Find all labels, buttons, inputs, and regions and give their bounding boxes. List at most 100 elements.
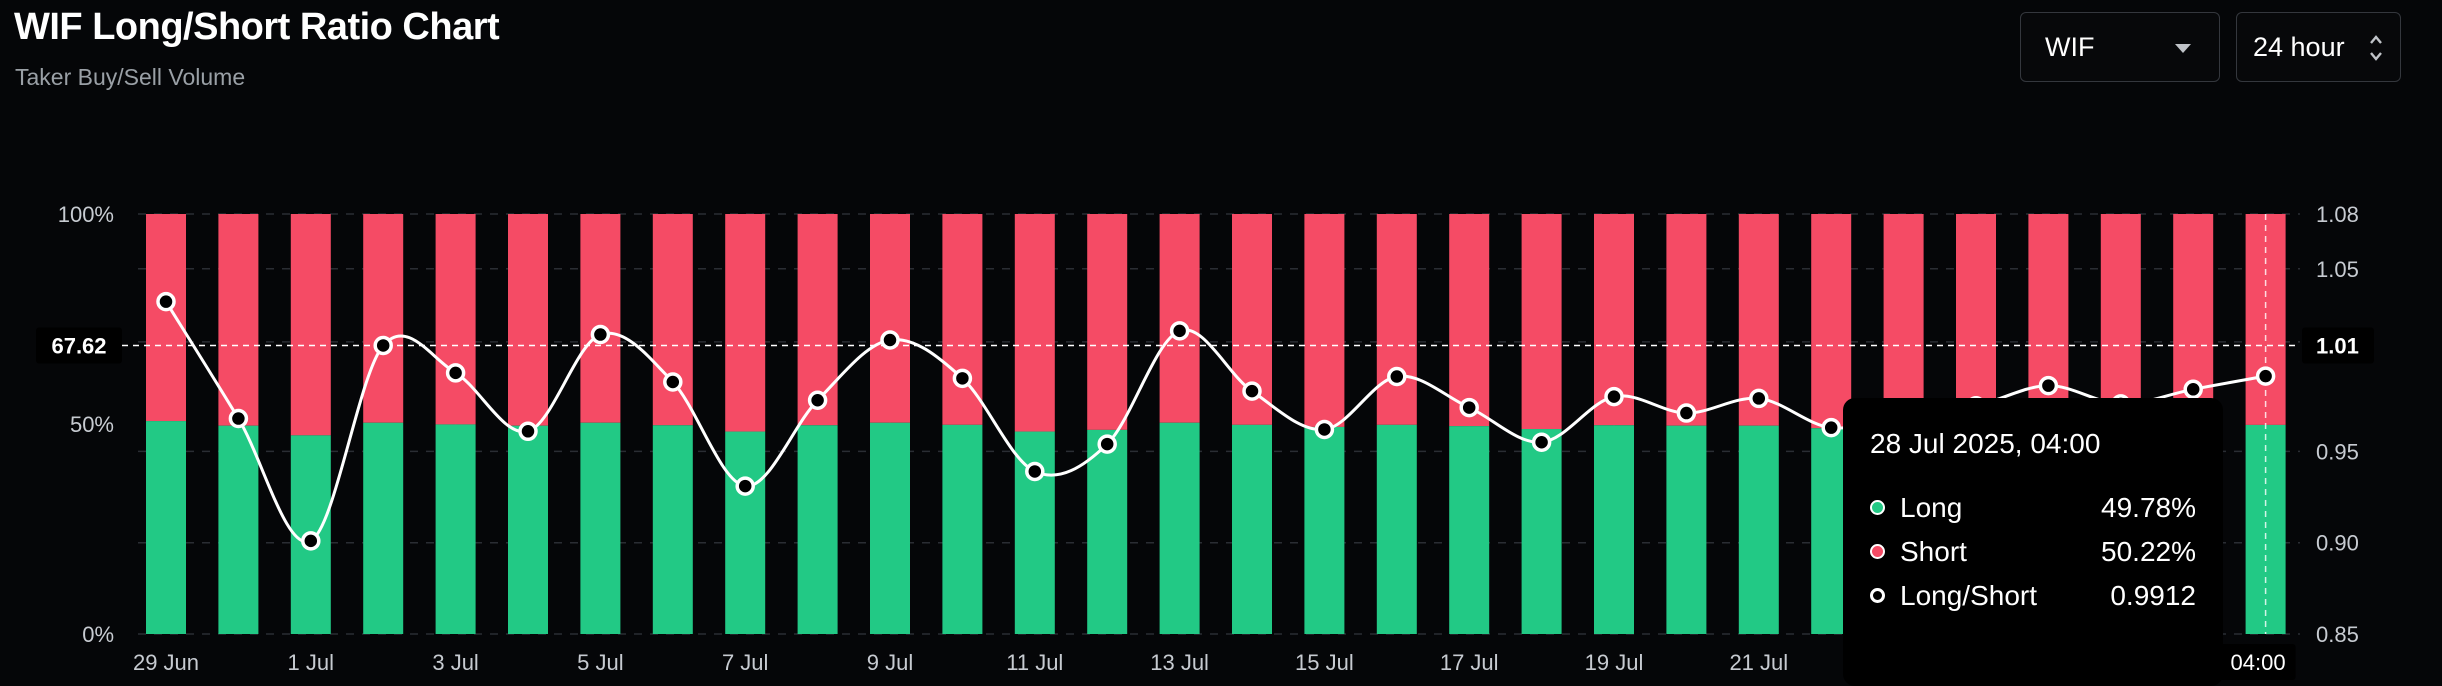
short-bar [363,214,404,423]
long-bar [1304,426,1345,634]
long-bar [725,431,766,634]
ratio-point [373,335,393,356]
x-tick-label: 19 Jul [1585,650,1644,675]
tooltip-short-label: Short [1900,536,1967,567]
short-bar [290,214,331,436]
y-left-tick-label: 0% [82,622,114,647]
ref-left-label: 67.62 [51,333,106,358]
y-right-tick-label: 0.85 [2316,622,2359,647]
coin-select-value: WIF [2045,31,2095,62]
long-bar [1666,425,1707,634]
short-bar [580,214,621,423]
long-bar [1376,424,1417,634]
long-bar [218,425,259,634]
ratio-point [1025,461,1045,482]
long-bar [1594,425,1634,634]
ratio-point [301,531,321,551]
short-bar [1666,214,1707,426]
x-tick-label: 3 Jul [432,650,478,675]
up-down-chevron-icon [2370,35,2382,61]
short-bar [435,214,476,425]
tooltip: 28 Jul 2025, 04:00 Long 49.78% Short 50.… [1843,398,2223,686]
bars [146,214,2286,634]
ratio-point [590,324,611,345]
y-right-tick-label: 0.95 [2316,439,2359,464]
ratio-point [880,330,900,350]
short-bar [1376,214,1417,425]
y-left-tick-label: 50% [70,412,114,437]
ratio-point [1821,417,1841,438]
long-bar [1738,425,1779,634]
short-dot-icon [1870,544,1885,559]
chart-title: WIF Long/Short Ratio Chart [14,6,500,48]
long-bar [797,425,838,634]
long-dot-icon [1870,500,1885,515]
ratio-point [1097,434,1117,454]
tooltip-row-ratio: Long/Short 0.9912 [1870,580,2196,616]
short-bar [1883,214,1924,426]
ref-right-label: 1.01 [2316,333,2359,358]
long-bar [870,422,910,634]
ratio-point [1604,386,1624,407]
ratio-point [807,390,828,411]
long-bar [580,422,621,634]
ratio-point [228,408,249,429]
ratio-point [2255,366,2276,386]
short-bar [797,214,838,426]
tooltip-ratio-value: 0.9912 [2110,580,2196,611]
long-bar [1087,429,1128,634]
tooltip-long-value: 49.78% [2101,492,2196,523]
short-bar [1956,214,1996,426]
ratio-point [2183,379,2203,400]
short-bar [725,214,766,432]
long-bar [942,424,983,634]
ratio-dot-icon [1870,588,1885,603]
ratio-point [1749,388,1769,409]
x-tick-label: 17 Jul [1440,650,1499,675]
x-tick-label: 5 Jul [577,650,623,675]
ratio-point [1314,419,1335,440]
long-bar [652,425,693,634]
x-tick-label: 11 Jul [1006,650,1063,675]
ratio-point [2038,375,2059,396]
long-bar [435,424,476,634]
long-bar [1521,429,1562,634]
ratio-point [1676,403,1697,423]
ratio-point [735,476,755,496]
tooltip-row-long: Long 49.78% [1870,492,2196,528]
range-select-value: 24 hour [2253,31,2345,62]
coin-select[interactable]: WIF [2020,12,2220,82]
y-right-tick-label: 1.05 [2316,257,2359,282]
ratio-point [1531,432,1552,453]
short-bar [218,214,259,426]
range-select[interactable]: 24 hour [2236,12,2401,82]
short-bar [652,214,693,426]
ratio-point [518,421,538,442]
x-tick-label: 9 Jul [867,650,913,675]
x-tick-label: 1 Jul [288,650,334,675]
tooltip-title: 28 Jul 2025, 04:00 [1870,428,2101,459]
long-bar [363,422,404,634]
x-tick-label: 15 Jul [1295,650,1354,675]
short-bar [1014,214,1055,432]
ratio-point [1169,321,1190,341]
caret-down-icon [2175,44,2191,53]
tooltip-short-value: 50.22% [2101,536,2196,567]
short-bar [2100,214,2141,426]
long-bar [1159,422,1200,634]
short-bar [1811,214,1852,429]
x-tick-label: 29 Jun [133,650,199,675]
ratio-point [663,372,683,392]
short-bar [1087,214,1128,430]
y-right-tick-label: 0.90 [2316,531,2359,556]
ref-right-label-box [2302,327,2374,364]
short-bar [1449,214,1490,427]
short-bar [1521,214,1562,430]
ratio-point [952,368,973,389]
short-bar [942,214,983,425]
long-bar [1232,424,1272,634]
ratio-point [1459,397,1479,418]
ref-left-label-box [36,327,122,364]
ratio-point [1387,366,1407,387]
